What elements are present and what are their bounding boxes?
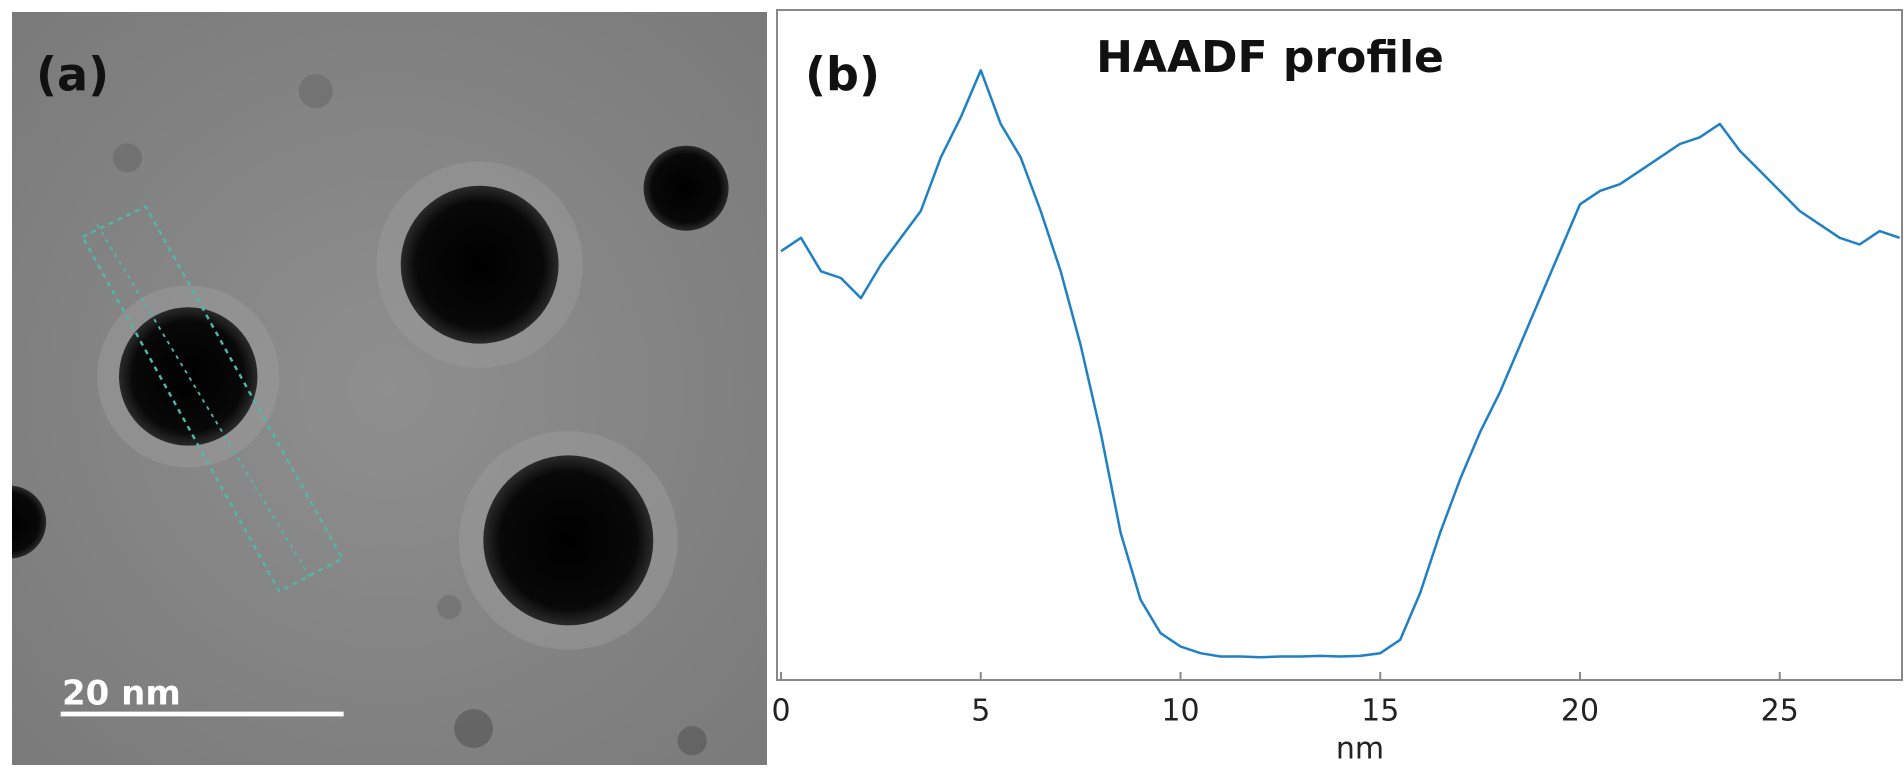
- haadf-image: 20 nm (a): [12, 12, 767, 765]
- plot-frame: [776, 9, 1903, 681]
- x-tick-label: 25: [1761, 694, 1799, 729]
- x-tick-label: 10: [1161, 694, 1199, 729]
- profile-line: [96, 224, 311, 578]
- chart-title: HAADF profile: [1096, 32, 1444, 83]
- panel-label: (b): [805, 48, 880, 102]
- profile-line: [780, 69, 1900, 659]
- x-axis-label: nm: [1336, 732, 1384, 767]
- image-features: [12, 74, 729, 756]
- x-tick-label: 20: [1561, 694, 1599, 729]
- particle: [643, 145, 729, 231]
- x-tick-label: 0: [771, 694, 790, 729]
- panel-label: (a): [36, 48, 109, 102]
- scale-bar-label: 20 nm: [62, 674, 181, 714]
- x-tick-label: 15: [1361, 694, 1399, 729]
- x-tick-label: 5: [971, 694, 990, 729]
- particle: [12, 485, 47, 559]
- particle: [400, 185, 559, 344]
- particle: [119, 307, 258, 446]
- particle: [483, 455, 654, 626]
